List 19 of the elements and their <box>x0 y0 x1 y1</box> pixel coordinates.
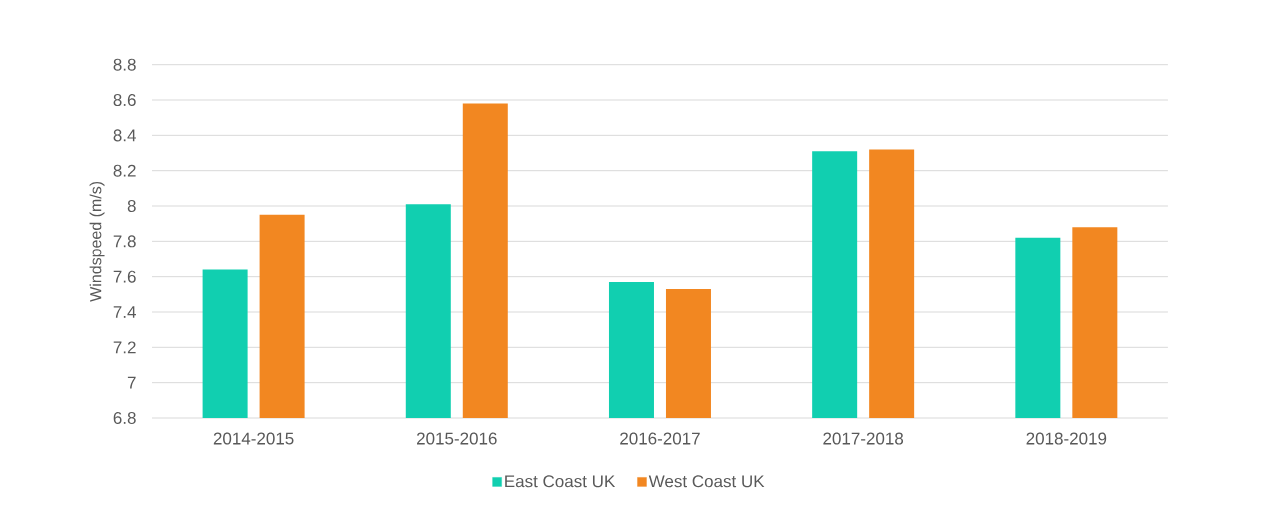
y-tick-label: 6.8 <box>113 411 136 425</box>
x-tick-label: 2018-2019 <box>1026 432 1107 445</box>
y-tick-label: 8.6 <box>113 94 136 107</box>
x-tick-label: 2015-2016 <box>417 432 497 445</box>
y-tick-label: 8.8 <box>113 58 136 71</box>
y-tick-label: 8 <box>127 199 136 213</box>
x-tick-label: 2014-2015 <box>213 432 294 445</box>
y-tick-label: 7.6 <box>113 270 136 283</box>
y-tick-label: 7.2 <box>113 341 136 354</box>
y-tick-label: 8.4 <box>113 129 136 142</box>
y-axis-title: Windspeed (m/s) <box>89 181 105 302</box>
y-tick-label: 7 <box>127 376 136 389</box>
legend-label: West Coast UK <box>648 475 765 488</box>
y-tick-label: 7.4 <box>113 306 136 318</box>
x-tick-label: 2016-2017 <box>620 432 700 445</box>
legend-label: East Coast UK <box>505 475 616 488</box>
x-tick-label: 2017-2018 <box>823 432 904 445</box>
y-tick-label: 7.8 <box>113 235 136 248</box>
y-tick-label: 8.2 <box>113 164 136 177</box>
